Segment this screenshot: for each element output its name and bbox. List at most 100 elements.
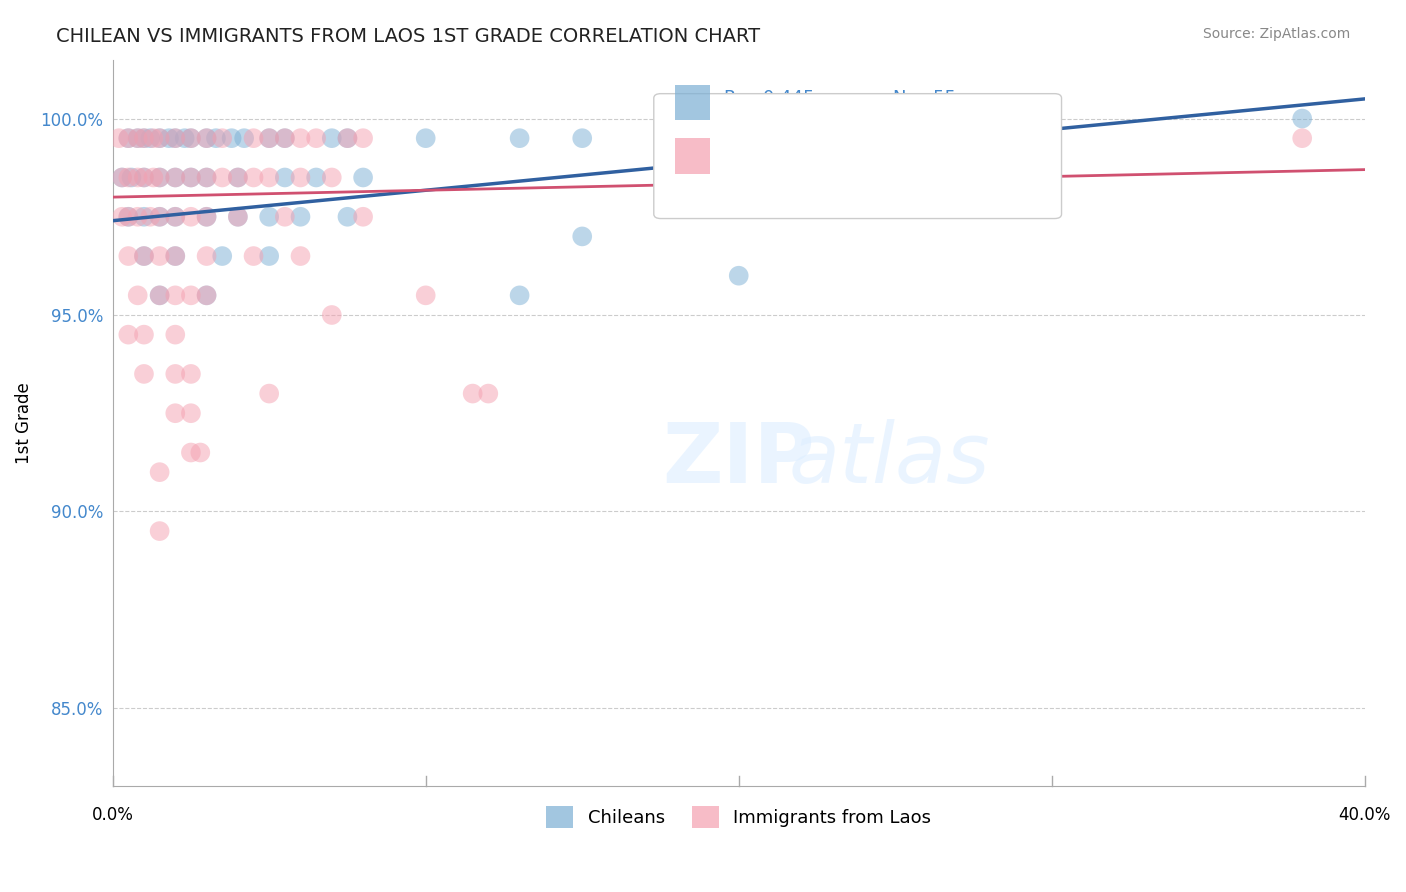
Point: [165, 210, 187, 224]
Point: [127, 210, 149, 224]
Point: [352, 131, 374, 145]
Point: [321, 131, 343, 145]
Point: [165, 249, 187, 263]
Point: [242, 170, 264, 185]
Point: [149, 249, 172, 263]
Point: [132, 249, 155, 263]
Point: [149, 131, 172, 145]
Point: [696, 131, 718, 145]
Point: [149, 131, 172, 145]
Point: [165, 131, 187, 145]
Point: [461, 386, 484, 401]
Point: [165, 170, 187, 185]
Point: [127, 288, 149, 302]
Point: [149, 288, 172, 302]
Point: [226, 170, 249, 185]
Point: [180, 445, 202, 459]
Point: [120, 170, 142, 185]
Point: [132, 367, 155, 381]
Point: [132, 210, 155, 224]
Point: [195, 210, 218, 224]
Point: [117, 170, 139, 185]
Point: [257, 131, 280, 145]
Point: [180, 288, 202, 302]
Point: [305, 131, 328, 145]
Point: [509, 131, 531, 145]
Point: [117, 327, 139, 342]
Text: R = 0.445: R = 0.445: [724, 89, 814, 107]
Point: [226, 210, 249, 224]
Point: [290, 131, 312, 145]
Text: N = 55: N = 55: [893, 89, 956, 107]
Point: [195, 210, 218, 224]
Point: [195, 131, 218, 145]
Point: [321, 170, 343, 185]
Point: [336, 131, 359, 145]
Point: [242, 131, 264, 145]
Point: [274, 131, 297, 145]
Point: [195, 170, 218, 185]
Point: [117, 131, 139, 145]
Text: atlas: atlas: [789, 419, 990, 500]
Point: [111, 170, 134, 185]
Point: [180, 170, 202, 185]
Point: [195, 131, 218, 145]
Point: [165, 288, 187, 302]
Point: [117, 249, 139, 263]
Point: [415, 288, 437, 302]
Point: [211, 170, 233, 185]
Point: [509, 288, 531, 302]
Point: [165, 170, 187, 185]
Point: [1291, 131, 1313, 145]
Text: N = 73: N = 73: [893, 147, 956, 165]
Point: [127, 131, 149, 145]
Point: [352, 170, 374, 185]
Point: [290, 210, 312, 224]
Point: [142, 131, 165, 145]
Point: [571, 229, 593, 244]
Point: [727, 268, 749, 283]
Point: [149, 524, 172, 538]
Point: [321, 308, 343, 322]
Point: [257, 131, 280, 145]
Point: [195, 170, 218, 185]
Point: [165, 210, 187, 224]
Point: [211, 131, 233, 145]
Point: [221, 131, 243, 145]
Point: [180, 406, 202, 420]
Text: R = 0.013: R = 0.013: [724, 147, 814, 165]
Point: [149, 170, 172, 185]
Point: [180, 131, 202, 145]
Text: Source: ZipAtlas.com: Source: ZipAtlas.com: [1202, 27, 1350, 41]
Point: [117, 131, 139, 145]
Point: [108, 131, 131, 145]
Point: [132, 131, 155, 145]
Point: [226, 170, 249, 185]
Point: [165, 406, 187, 420]
Point: [290, 170, 312, 185]
Point: [257, 170, 280, 185]
Point: [195, 288, 218, 302]
Point: [188, 445, 211, 459]
Point: [149, 288, 172, 302]
Text: 0.0%: 0.0%: [91, 806, 134, 824]
Point: [336, 131, 359, 145]
Point: [165, 367, 187, 381]
Point: [195, 249, 218, 263]
Text: 40.0%: 40.0%: [1339, 806, 1391, 824]
Point: [257, 249, 280, 263]
Point: [336, 210, 359, 224]
Point: [233, 131, 256, 145]
Point: [111, 170, 134, 185]
Point: [132, 170, 155, 185]
Point: [790, 131, 813, 145]
Point: [111, 210, 134, 224]
Point: [274, 170, 297, 185]
Point: [180, 170, 202, 185]
Point: [290, 249, 312, 263]
Point: [305, 170, 328, 185]
Point: [257, 210, 280, 224]
Point: [127, 170, 149, 185]
Point: [195, 288, 218, 302]
Point: [205, 131, 228, 145]
